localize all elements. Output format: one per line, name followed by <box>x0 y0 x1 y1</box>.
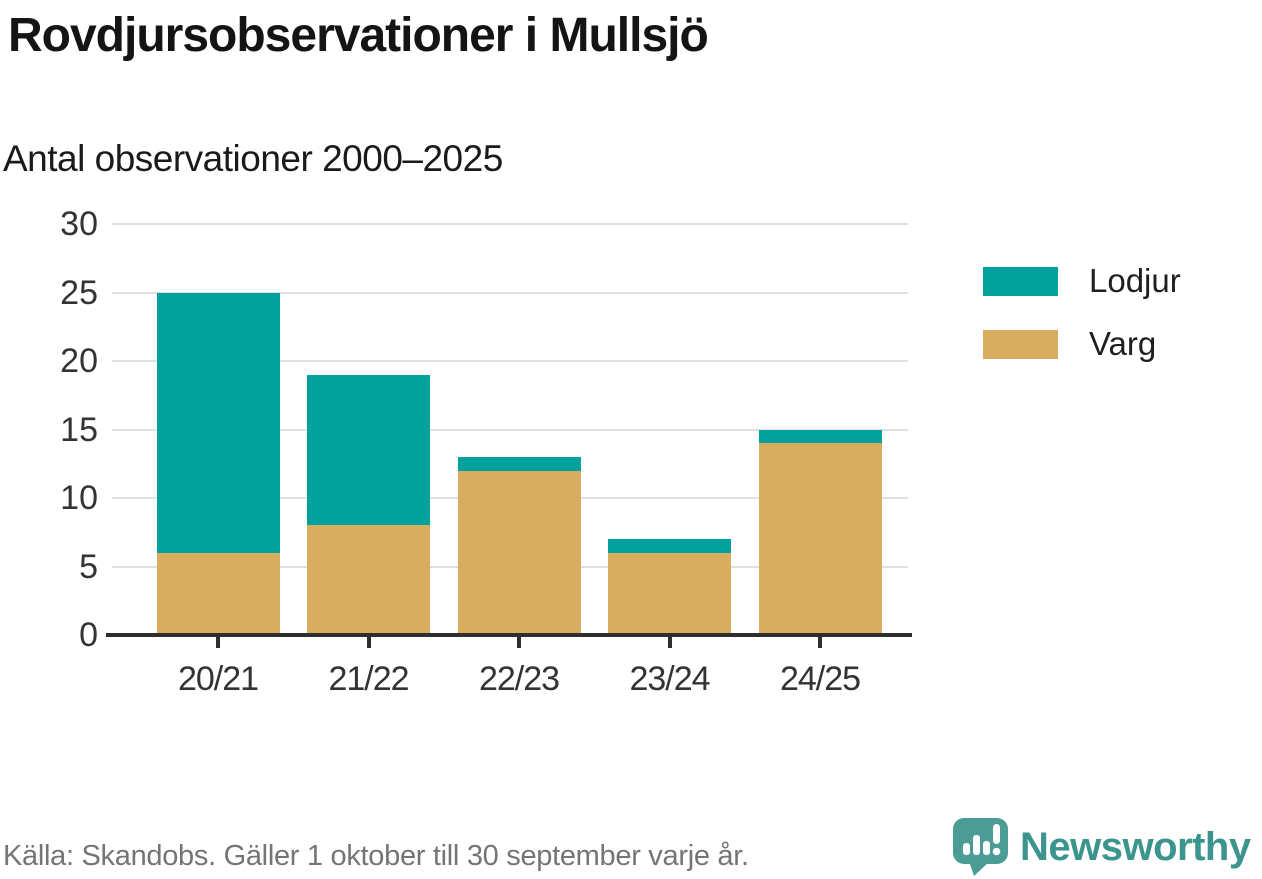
x-tick-label-21/22: 21/22 <box>328 660 409 698</box>
gridline-30 <box>112 223 908 225</box>
x-tick-22/23 <box>517 637 521 648</box>
gridline-20 <box>112 360 908 362</box>
legend-label-lodjur: Lodjur <box>1089 262 1181 299</box>
x-tick-label-22/23: 22/23 <box>478 660 560 698</box>
legend-swatch-varg <box>983 329 1058 359</box>
bar-segment-varg-24/25 <box>758 443 882 635</box>
x-tick-24/25 <box>818 637 822 648</box>
legend-item-lodjur: Lodjur <box>983 262 1181 300</box>
y-tick-label-10: 10 <box>60 479 98 517</box>
x-tick-label-20/21: 20/21 <box>177 660 259 698</box>
bar-22/23 <box>457 456 581 635</box>
bar-23/24 <box>608 539 731 635</box>
y-tick-label-0: 0 <box>79 616 98 654</box>
y-axis-labels: 0 5 10 15 20 25 30 <box>0 205 98 654</box>
bar-segment-varg-22/23 <box>457 470 581 635</box>
newsworthy-icon <box>953 818 1008 876</box>
bar-segment-lodjur-20/21 <box>156 292 280 553</box>
newsworthy-wordmark: Newsworthy <box>1020 825 1251 869</box>
y-tick-label-30: 30 <box>60 205 98 243</box>
gridline-25 <box>112 291 908 294</box>
bar-segment-lodjur-21/22 <box>307 374 430 526</box>
chart-subtitle: Antal observationer 2000–2025 <box>3 138 503 179</box>
y-tick-label-25: 25 <box>60 273 98 312</box>
gridline-15 <box>112 428 908 431</box>
bar-24/25 <box>758 429 882 635</box>
y-tick-label-20: 20 <box>60 342 98 380</box>
plot-area: 20/21 21/22 22/23 23/24 24/25 <box>106 223 912 698</box>
x-axis-line <box>106 633 912 637</box>
legend-swatch-lodjur <box>983 266 1058 296</box>
x-tick-23/24 <box>667 637 672 648</box>
x-tick-label-24/25: 24/25 <box>779 660 861 698</box>
chart-title: Rovdjursobservationer i Mullsjö <box>8 9 709 62</box>
bar-segment-lodjur-22/23 <box>457 456 581 471</box>
bar-segment-lodjur-23/24 <box>608 539 731 553</box>
source-text: Källa: Skandobs. Gäller 1 oktober till 3… <box>3 840 749 872</box>
x-tick-21/22 <box>366 637 371 648</box>
bar-21/22 <box>307 374 430 635</box>
legend-item-varg: Varg <box>983 325 1181 363</box>
legend-label-varg: Varg <box>1089 325 1157 362</box>
x-tick-label-23/24: 23/24 <box>629 660 710 698</box>
y-tick-label-5: 5 <box>79 547 98 586</box>
x-tick-20/21 <box>216 637 220 648</box>
bar-segment-varg-21/22 <box>307 525 430 635</box>
bar-segment-varg-20/21 <box>156 552 280 635</box>
newsworthy-logo: Newsworthy <box>952 817 1251 877</box>
bar-segment-lodjur-24/25 <box>758 429 882 444</box>
legend: Lodjur Varg <box>983 262 1181 388</box>
y-tick-label-15: 15 <box>60 410 98 449</box>
bar-segment-varg-23/24 <box>608 552 731 635</box>
bar-20/21 <box>156 292 280 635</box>
